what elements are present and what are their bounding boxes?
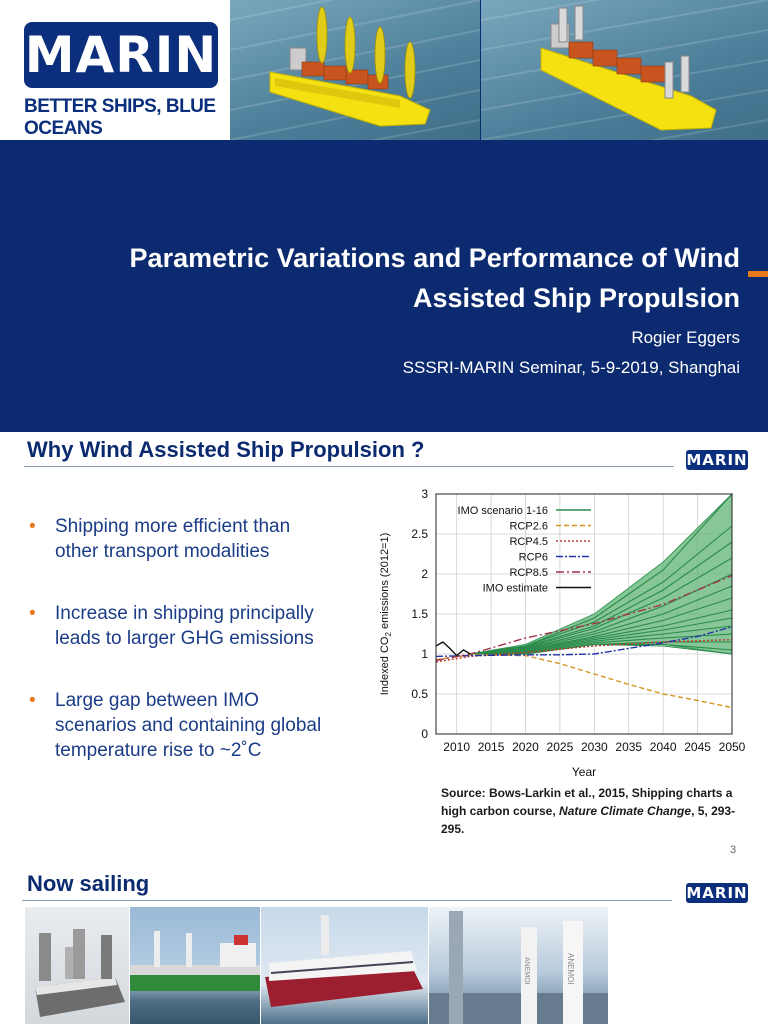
- series-line-rcp6: [435, 626, 733, 658]
- ship-render-wingsails: [229, 0, 481, 161]
- slide3-divider: [24, 466, 674, 467]
- emissions-chart: 2010 2015 2020 2025 2030 2035 2040 2045 2050 0 0.5…: [374, 484, 764, 784]
- x-tick-label: 2050: [719, 740, 746, 754]
- legend-label: IMO estimate: [483, 583, 548, 595]
- y-axis-label: Indexed CO2 emissions (2012=1): [379, 533, 393, 696]
- chart-legend: IMO scenario 1-16 RCP2.6 RCP4.5 RCP6 RCP8.5 I…: [458, 505, 591, 595]
- page-number: 3: [730, 844, 737, 856]
- x-tick-label: 2035: [615, 740, 642, 754]
- y-tick-label: 2.5: [411, 527, 428, 541]
- bullet-item: • Large gap between IMO scenarios and co…: [29, 690, 322, 761]
- title-line-2: Assisted Ship Propulsion: [412, 283, 740, 313]
- anemoi-label: ANEMOI: [566, 953, 575, 985]
- author-name: Rogier Eggers: [631, 328, 740, 347]
- series-line-rcp8-5: [435, 574, 733, 662]
- bullet-list: • Shipping more efficient than other tra…: [27, 514, 367, 800]
- x-tick-label: 2045: [684, 740, 711, 754]
- y-tick-label: 3: [421, 487, 428, 501]
- bullet-dot-icon: •: [29, 516, 36, 537]
- legend-label: IMO scenario 1-16: [458, 505, 548, 517]
- cruise-ferry-image: [265, 915, 423, 1007]
- legend-label: RCP6: [519, 552, 548, 564]
- photo-cruise-ferry: [261, 907, 428, 1024]
- presentation-title: Parametric Variations and Performance of…: [40, 238, 740, 318]
- ship-wingsails-illustration: [229, 0, 481, 161]
- y-tick-label: 0: [421, 727, 428, 741]
- logo-area: MARIN BETTER SHIPS, BLUE OCEANS: [0, 0, 230, 140]
- photo-rotor-ship-1: [25, 907, 129, 1024]
- rotor-ship-2-image: [130, 931, 260, 991]
- series-line-rcp4-5: [435, 638, 733, 663]
- bullet-item: • Shipping more efficient than other tra…: [29, 516, 291, 562]
- x-tick-label: 2025: [547, 740, 574, 754]
- title-line-1: Parametric Variations and Performance of…: [129, 243, 740, 273]
- legend-label: RCP8.5: [509, 567, 548, 579]
- y-tick-label: 1: [421, 647, 428, 661]
- x-tick-label: 2020: [512, 740, 539, 754]
- slide4-title: Now sailing: [27, 871, 150, 896]
- x-tick-label: 2015: [478, 740, 505, 754]
- x-tick-label: 2010: [443, 740, 470, 754]
- title-band: [0, 140, 768, 432]
- emissions-chart-svg: 2010 2015 2020 2025 2030 2035 2040 2045 2050 0 0.5…: [379, 487, 746, 779]
- slide4-marin-logo: MARIN: [686, 883, 748, 903]
- ship-render-rotors: [480, 0, 768, 161]
- y-tick-label: 1.5: [411, 607, 428, 621]
- slide3-marin-logo: MARIN: [686, 450, 748, 470]
- series-line-imo-estimate: [435, 641, 471, 657]
- marin-logo: MARIN: [24, 22, 218, 88]
- anemoi-rotors-image: ANEMOI ANEMOI: [429, 911, 608, 1024]
- x-tick-label: 2030: [581, 740, 608, 754]
- y-tick-label: 0.5: [411, 687, 428, 701]
- bullet-dot-icon: •: [29, 690, 36, 711]
- accent-bar: [748, 271, 768, 277]
- series-line-rcp2-6: [435, 654, 733, 709]
- legend-label: RCP2.6: [509, 521, 548, 533]
- bullet-item: • Increase in shipping principally leads…: [29, 603, 314, 649]
- rotor-ship-1-image: [35, 929, 125, 1017]
- slide3-title: Why Wind Assisted Ship Propulsion ?: [27, 437, 425, 462]
- y-tick-label: 2: [421, 567, 428, 581]
- imo-scenario-line: [470, 643, 733, 655]
- event-info: SSSRI-MARIN Seminar, 5-9-2019, Shanghai: [402, 358, 740, 377]
- x-tick-label: 2040: [650, 740, 677, 754]
- slide4-divider: [22, 900, 672, 901]
- legend-label: RCP4.5: [509, 536, 548, 548]
- photo-rotor-ship-2: [130, 907, 260, 1024]
- x-axis-label: Year: [572, 765, 596, 779]
- photo-anemoi-rotors: ANEMOI ANEMOI: [429, 907, 608, 1024]
- ship-rotors-illustration: [480, 0, 768, 161]
- source-citation: Source: Bows-Larkin et al., 2015, Shippi…: [441, 786, 736, 836]
- plot-frame: [435, 493, 733, 735]
- tagline: BETTER SHIPS, BLUE OCEANS: [24, 96, 216, 139]
- anemoi-label: ANEMOI: [523, 957, 530, 985]
- bullet-dot-icon: •: [29, 603, 36, 624]
